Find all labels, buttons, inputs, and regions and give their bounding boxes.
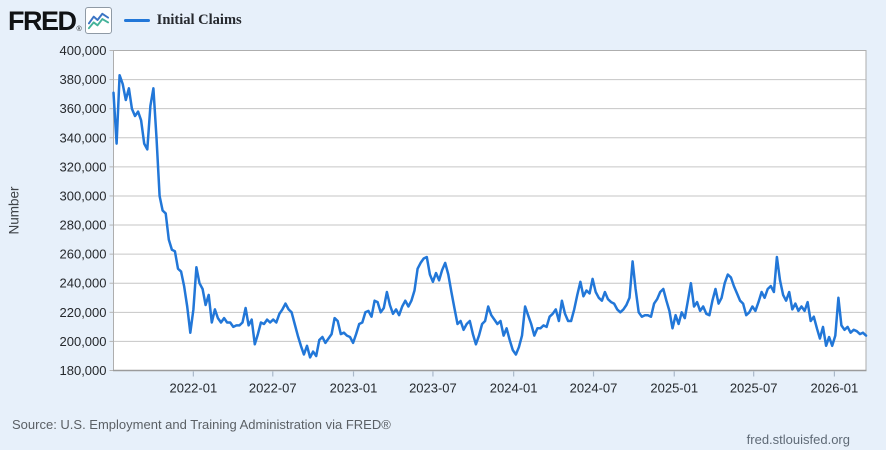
legend-line-swatch (123, 18, 150, 22)
y-axis-tick-label: 240,000 (60, 276, 107, 291)
registered-mark: ® (76, 25, 82, 33)
y-axis-tick-label: 320,000 (60, 159, 107, 174)
x-axis-tick-label: 2026-01 (811, 381, 859, 396)
x-axis-tick-label: 2022-07 (249, 381, 297, 396)
y-axis-tick-label: 380,000 (60, 72, 107, 87)
source-note: Source: U.S. Employment and Training Adm… (12, 417, 391, 432)
y-axis-tick-label: 220,000 (60, 305, 107, 320)
plot-area-background[interactable] (113, 50, 867, 371)
y-axis-tick-label: 340,000 (60, 130, 107, 145)
chart-header: FRED ® Initial Claims (8, 5, 242, 35)
initial-claims-series-line[interactable] (112, 73, 868, 359)
fred-site-link[interactable]: fred.stlouisfed.org (746, 432, 850, 447)
fred-logo[interactable]: FRED ® (8, 5, 112, 36)
y-axis-tick-label: 360,000 (60, 101, 107, 116)
y-axis-tick-label: 280,000 (60, 218, 107, 233)
y-axis-tick-label: 400,000 (60, 43, 107, 58)
legend-label: Initial Claims (156, 11, 242, 28)
fred-sparkline-icon (84, 6, 112, 34)
x-axis-tick-label: 2024-07 (570, 381, 618, 396)
legend-item-initial-claims[interactable]: Initial Claims (123, 11, 242, 29)
x-axis-tick-label: 2024-01 (490, 381, 538, 396)
fred-logo-text: FRED (8, 5, 77, 36)
x-axis-tick-label: 2023-01 (330, 381, 378, 396)
x-axis-tick-label: 2025-07 (730, 381, 778, 396)
y-axis-tick-label: 180,000 (60, 363, 107, 378)
x-axis-tick-label: 2023-07 (409, 381, 457, 396)
x-axis-tick-label: 2025-01 (650, 381, 698, 396)
y-axis-tick-label: 260,000 (60, 247, 107, 262)
x-axis-tick-label: 2022-01 (169, 381, 217, 396)
y-axis-tick-label: 300,000 (60, 188, 107, 203)
y-axis-tick-label: 200,000 (60, 334, 107, 349)
